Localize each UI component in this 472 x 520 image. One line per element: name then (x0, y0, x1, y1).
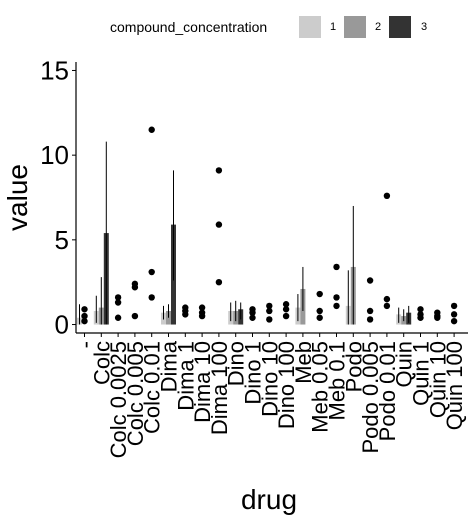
data-point (282, 306, 290, 313)
data-point (148, 126, 155, 133)
data-point (450, 302, 458, 310)
data-point (333, 302, 340, 310)
data-point (333, 263, 340, 271)
data-point (383, 302, 391, 310)
data-point (198, 309, 206, 316)
legend-key-3 (389, 16, 411, 38)
x-tick-label: Colc 0.005 (123, 341, 148, 446)
x-tick-label: Dima (157, 340, 182, 392)
data-point (266, 316, 273, 323)
x-tick-label: Quin (392, 341, 417, 387)
data-point (182, 304, 189, 311)
data-point (148, 268, 155, 276)
x-tick-label: Dima 100 (207, 341, 232, 435)
legend-title: compound_concentration (110, 19, 268, 35)
x-tick-label: Colc (89, 341, 114, 385)
data-point (417, 306, 424, 313)
x-tick-label: Quin 100 (442, 341, 467, 430)
data-point (316, 314, 323, 321)
data-point (215, 278, 223, 286)
data-point (282, 312, 290, 320)
data-point (249, 314, 256, 321)
x-tick-label: Meb 0.05 (308, 341, 333, 433)
x-tick-label: Colc 0.01 (140, 341, 165, 434)
data-point (215, 167, 223, 174)
data-point (450, 317, 458, 325)
data-point (383, 192, 391, 200)
x-tick-label: Dino 10 (257, 341, 282, 417)
x-axis-title: drug (241, 484, 297, 515)
data-point (417, 311, 424, 318)
legend-label-3: 3 (421, 21, 428, 33)
data-point (333, 294, 340, 301)
legend: compound_concentration 1 2 3 (0, 10, 472, 44)
data-point (316, 307, 323, 315)
x-tick-label: Meb 0.1 (325, 341, 350, 421)
x-tick-label: Quin 1 (409, 341, 434, 406)
data-point (434, 309, 441, 316)
data-point (198, 304, 206, 311)
data-point (81, 312, 88, 320)
data-point (148, 294, 155, 301)
data-point (215, 221, 223, 228)
x-tick-label: Podo 0.005 (358, 341, 383, 454)
x-tick-label: Dima 10 (190, 341, 215, 423)
x-tick-label: Dino 100 (274, 341, 299, 429)
x-tick-label: Podo 0.01 (375, 341, 400, 441)
y-tick-label: 15 (40, 55, 69, 85)
legend-label-2: 2 (375, 21, 382, 33)
x-tick-label: Colc 0.0025 (106, 341, 131, 458)
data-point (131, 312, 139, 320)
x-tick-label: Podo (341, 341, 366, 392)
x-tick-label: Quin 10 (425, 341, 450, 418)
y-tick-label: 5 (55, 225, 69, 255)
y-axis-title: value (2, 164, 33, 231)
data-point (383, 295, 391, 303)
x-tick-label: - (73, 341, 98, 348)
data-point (81, 317, 88, 325)
x-tick-label: Dima 1 (173, 341, 198, 411)
data-point (282, 301, 290, 308)
data-point (114, 314, 122, 321)
data-point (316, 290, 323, 298)
data-point (450, 311, 458, 318)
legend-key-1 (299, 16, 321, 38)
legend-key-2 (344, 16, 366, 38)
y-tick-label: 0 (55, 310, 69, 340)
data-point (114, 294, 122, 301)
data-point (249, 306, 256, 313)
x-tick-label: Dino 1 (241, 341, 266, 405)
y-tick-label: 10 (40, 140, 69, 170)
data-point (81, 306, 88, 313)
data-point (366, 316, 374, 323)
x-tick-label: Meb (291, 341, 316, 384)
data-point (114, 299, 122, 306)
data-point (366, 307, 374, 315)
data-point (266, 307, 273, 315)
data-point (366, 277, 374, 284)
legend-label-1: 1 (330, 21, 337, 33)
data-point (131, 280, 139, 288)
data-point (266, 302, 273, 310)
x-tick-label: Dino (224, 341, 249, 386)
